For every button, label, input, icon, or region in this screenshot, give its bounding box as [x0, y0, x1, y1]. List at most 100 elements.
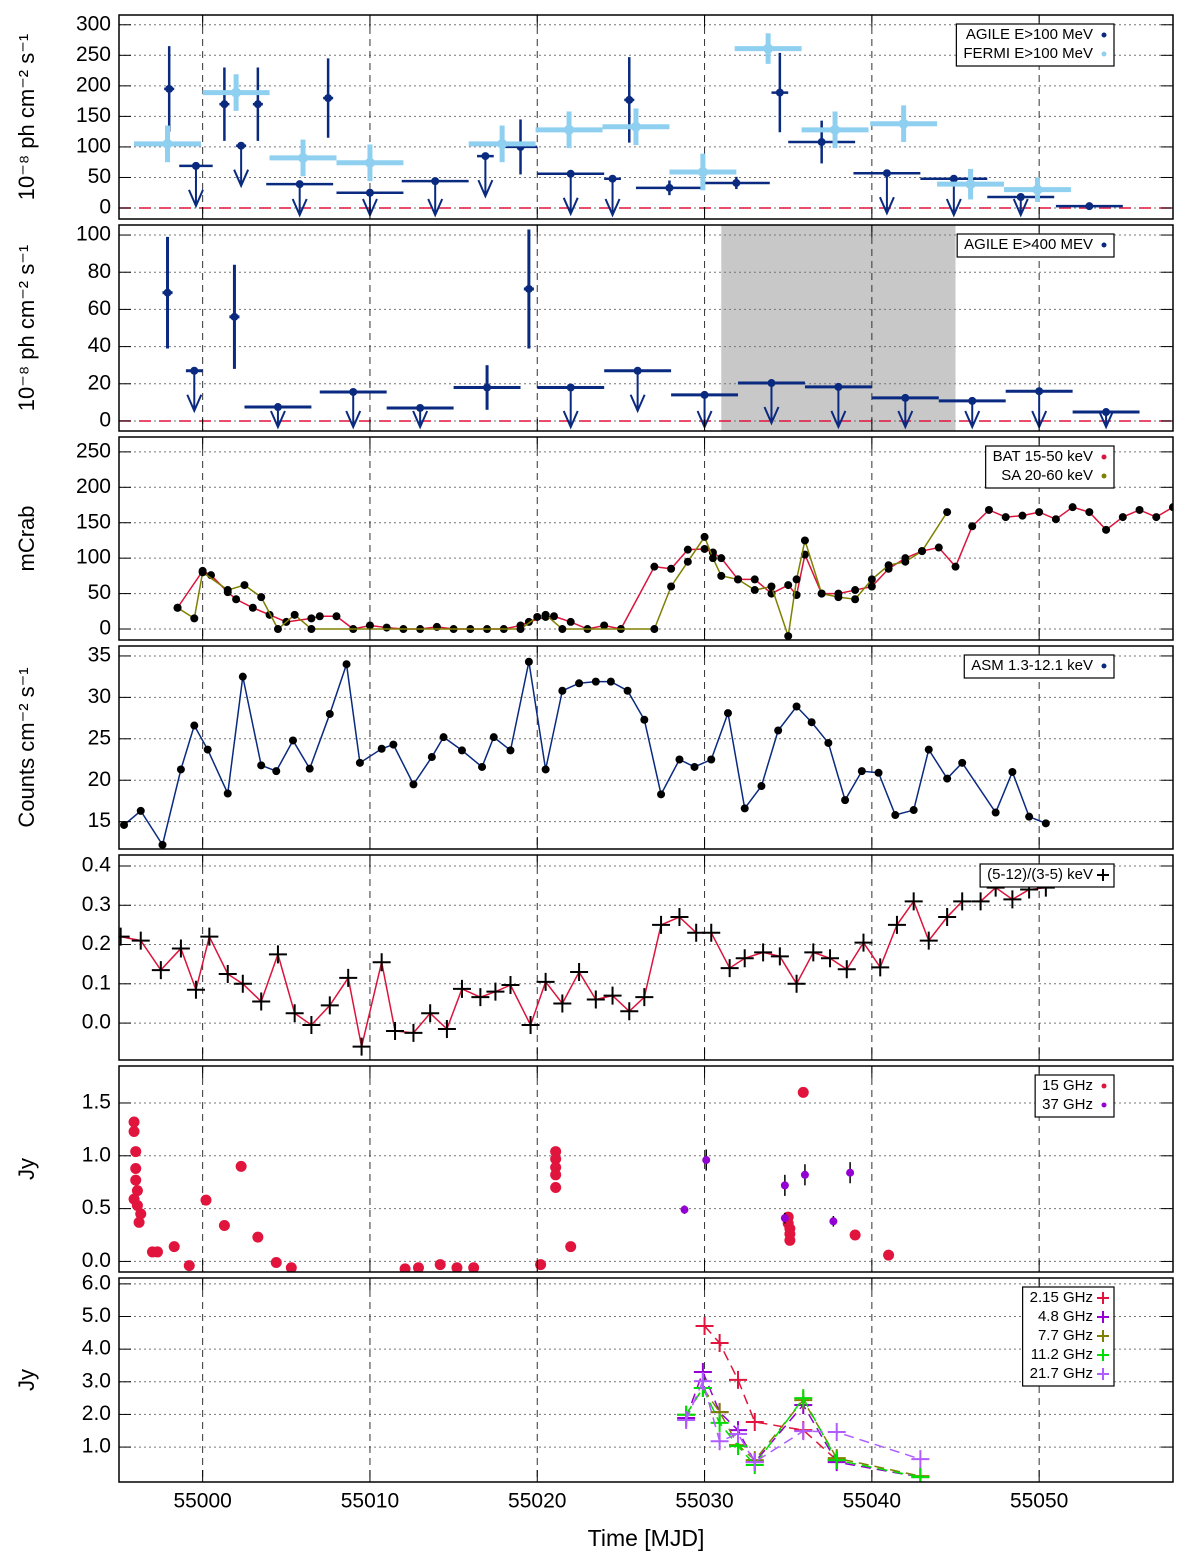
data-point	[575, 679, 584, 688]
data-point	[248, 603, 257, 612]
y-axis-label: Counts cm⁻² s⁻¹	[14, 667, 39, 827]
legend: BAT 15-50 keV SA 20-60 keV	[985, 445, 1115, 489]
data-point	[708, 554, 717, 563]
data-point	[600, 621, 609, 630]
y-tick-label: 100	[76, 546, 111, 569]
data-point	[606, 677, 615, 686]
data-point	[849, 1229, 861, 1241]
data-point	[524, 657, 533, 666]
data-point	[1169, 503, 1173, 512]
legend-symbol	[1101, 473, 1107, 479]
data-point	[951, 562, 960, 571]
legend-symbol	[1097, 1368, 1109, 1380]
data-point	[680, 1205, 689, 1214]
data-point	[710, 1413, 729, 1432]
data-point	[1041, 819, 1050, 828]
data-point	[867, 582, 876, 591]
legend: 15 GHz 37 GHz	[1034, 1074, 1115, 1118]
data-point	[566, 169, 575, 178]
upper-limit-arrow	[897, 397, 914, 430]
data-point	[830, 124, 841, 135]
data-point	[687, 923, 706, 942]
data-point	[1085, 202, 1094, 211]
data-point	[364, 157, 375, 168]
legend-box	[956, 233, 1115, 258]
data-point	[176, 765, 185, 774]
data-point	[307, 625, 316, 634]
data-point	[566, 617, 575, 626]
data-point	[165, 84, 174, 93]
data-point	[958, 758, 967, 767]
data-point	[439, 733, 448, 742]
data-point	[1118, 513, 1127, 522]
data-point	[904, 892, 923, 911]
data-point	[834, 593, 843, 602]
data-point	[854, 933, 873, 952]
data-point	[924, 745, 933, 754]
data-point	[665, 183, 674, 192]
data-point	[754, 943, 773, 962]
data-point	[800, 536, 809, 545]
legend-label: 2.15 GHz	[1030, 1289, 1093, 1306]
data-point	[784, 632, 793, 640]
legend-box	[1034, 1074, 1115, 1118]
panel-frame	[118, 224, 1174, 432]
data-point	[794, 1422, 813, 1441]
legend-label: 4.8 GHz	[1038, 1308, 1093, 1325]
y-tick-label: 5.0	[82, 1304, 111, 1327]
data-point	[884, 561, 893, 570]
data-point	[483, 383, 492, 392]
data-point	[670, 908, 689, 927]
data-point	[851, 595, 860, 604]
y-tick-label: 0.3	[82, 893, 111, 916]
data-point	[702, 1156, 711, 1165]
data-point	[566, 383, 575, 392]
x-tick-label: 55020	[508, 1490, 566, 1513]
data-point	[834, 382, 843, 391]
data-point	[1051, 515, 1060, 524]
y-tick-label: 30	[88, 685, 111, 708]
legend-label: 37 GHz	[1042, 1096, 1093, 1113]
data-point	[471, 988, 490, 1007]
data-point	[218, 964, 237, 983]
data-point	[867, 575, 876, 584]
data-point	[882, 169, 891, 178]
data-point	[163, 288, 172, 297]
data-point	[1102, 525, 1111, 534]
y-tick-label: 6.0	[82, 1271, 111, 1294]
data-point	[524, 284, 533, 293]
upper-limit-arrow	[763, 383, 780, 426]
y-tick-label: 200	[76, 475, 111, 498]
y-tick-label: 200	[76, 73, 111, 96]
x-tick-label: 55040	[843, 1490, 901, 1513]
data-point	[918, 547, 927, 556]
data-point	[710, 1432, 729, 1451]
data-point	[817, 138, 826, 147]
legend-symbol	[1097, 1349, 1109, 1361]
data-point	[451, 1262, 463, 1272]
y-tick-label: 0.2	[82, 932, 111, 955]
data-point	[767, 379, 776, 388]
data-point	[991, 808, 1000, 817]
data-point	[130, 1162, 142, 1174]
data-point	[136, 806, 145, 815]
data-point	[365, 621, 374, 630]
legend: ASM 1.3-12.1 keV	[963, 654, 1115, 679]
legend-box	[963, 654, 1115, 679]
legend-label: (5-12)/(3-5) keV	[987, 866, 1093, 883]
y-tick-label: 1.0	[82, 1143, 111, 1166]
y-tick-label: 100	[76, 223, 111, 246]
data-point	[130, 1146, 142, 1158]
data-point	[591, 677, 600, 686]
data-point	[943, 508, 952, 517]
data-point	[695, 1316, 714, 1335]
data-point	[223, 789, 232, 798]
panel	[119, 225, 1173, 431]
data-point	[231, 87, 242, 98]
series-line	[176, 506, 1173, 630]
data-point	[481, 152, 490, 161]
data-point	[700, 544, 709, 553]
data-point	[750, 586, 759, 595]
data-point	[968, 522, 977, 531]
data-point	[710, 1333, 729, 1352]
